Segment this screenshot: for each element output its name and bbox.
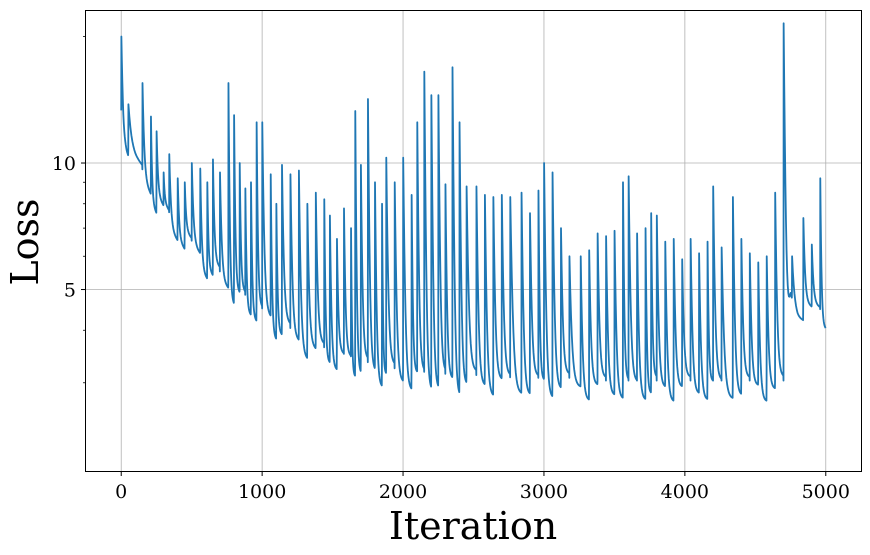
plot-frame xyxy=(85,10,862,472)
loss-series-line xyxy=(120,22,827,402)
y-tick-label: 5 xyxy=(64,280,76,302)
series-group xyxy=(120,22,827,402)
x-tick-label: 3000 xyxy=(520,481,568,503)
x-tick-label: 0 xyxy=(115,481,127,503)
x-tick-label: 1000 xyxy=(238,481,286,503)
y-axis-title: Loss xyxy=(3,198,47,285)
grid-lines xyxy=(86,11,861,471)
axis-ticks: 0 1000 2000 3000 4000 5000 5 10 xyxy=(52,36,850,503)
x-tick-label: 4000 xyxy=(661,481,709,503)
x-axis-title: Iteration xyxy=(389,504,557,548)
y-tick-label: 10 xyxy=(52,153,76,175)
x-tick-label: 2000 xyxy=(379,481,427,503)
x-tick-label: 5000 xyxy=(802,481,850,503)
